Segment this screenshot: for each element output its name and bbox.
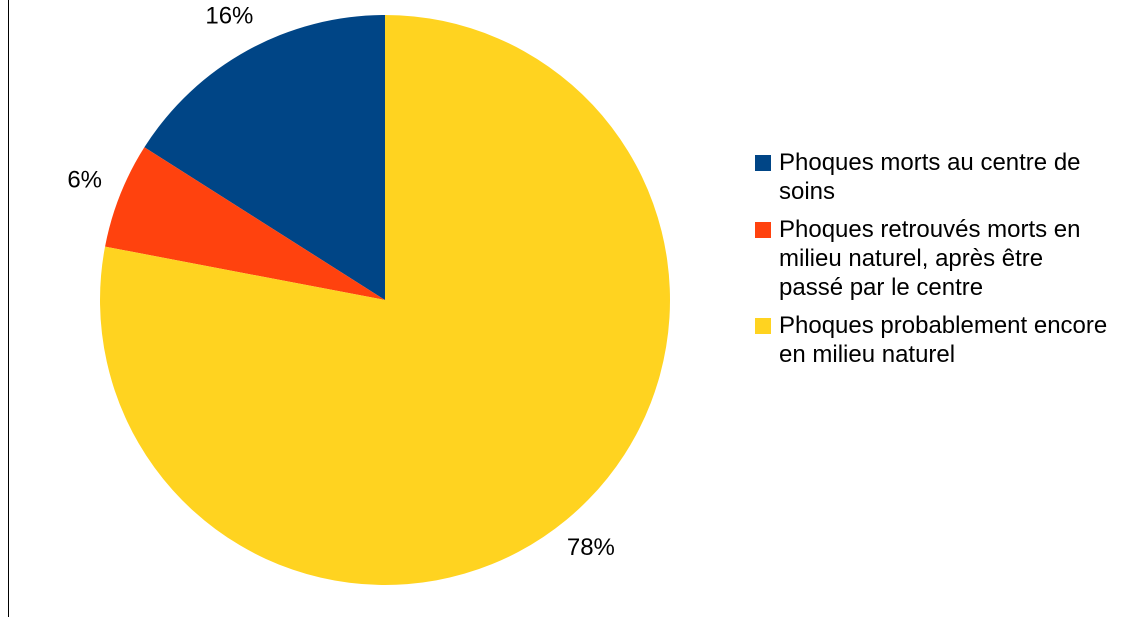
pie-slice	[105, 147, 386, 300]
legend-swatch	[755, 318, 771, 334]
pie-slice	[144, 15, 385, 300]
legend-label: Phoques retrouvés morts en milieu nature…	[779, 216, 1081, 301]
legend-label: Phoques morts au centre de soins	[779, 149, 1081, 205]
legend-swatch	[755, 222, 771, 238]
legend: Phoques morts au centre de soins Phoques …	[755, 148, 1115, 378]
value-label: 16%	[205, 2, 253, 29]
legend-item: Phoques retrouvés morts en milieu nature…	[755, 215, 1115, 302]
value-label: 6%	[67, 166, 102, 193]
legend-label: Phoques probablement encore en milieu na…	[779, 312, 1108, 368]
pie-slice	[99, 15, 671, 586]
value-label: 78%	[567, 534, 615, 561]
legend-item: Phoques morts au centre de soins	[755, 148, 1115, 206]
legend-swatch	[755, 155, 771, 171]
legend-item: Phoques probablement encore en milieu na…	[755, 311, 1115, 369]
